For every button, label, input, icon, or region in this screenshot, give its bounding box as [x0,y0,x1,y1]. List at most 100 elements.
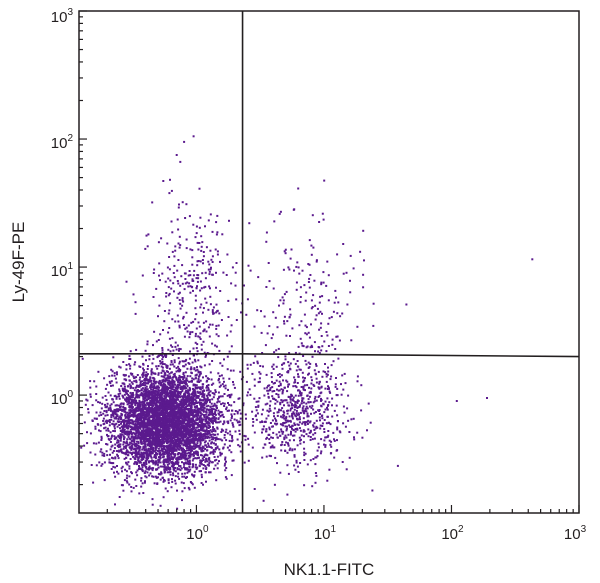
scatter-point [140,485,143,488]
scatter-point [146,399,148,402]
scatter-point [232,425,235,428]
scatter-point [142,492,145,494]
scatter-point [205,466,208,469]
scatter-point [111,410,114,413]
scatter-point [142,434,145,437]
scatter-point [238,397,241,400]
scatter-point [135,417,138,420]
scatter-point [141,448,144,451]
scatter-point [146,343,149,346]
scatter-point [189,350,191,353]
scatter-point [101,454,104,457]
scatter-point [216,426,219,429]
scatter-point [158,433,161,436]
scatter-point [152,388,155,391]
scatter-point [157,424,160,427]
scatter-point [232,381,234,383]
scatter-point [139,405,142,408]
scatter-point [148,450,151,453]
scatter-point [135,416,138,419]
scatter-point [161,412,164,415]
scatter-point [189,402,192,404]
scatter-point [142,367,144,370]
scatter-point [103,410,106,412]
scatter-point [114,466,117,469]
scatter-point [133,451,136,454]
scatter-point [251,410,254,413]
scatter-point [163,429,165,432]
scatter-point [147,447,150,450]
scatter-point [133,427,136,430]
scatter-point [151,503,154,506]
scatter-point [170,371,173,374]
scatter-point [106,402,109,405]
scatter-point [239,450,242,453]
scatter-point [118,404,120,407]
scatter-point [205,389,208,392]
scatter-point [158,382,160,385]
scatter-point [178,406,181,409]
scatter-point [95,399,98,402]
scatter-point [183,410,186,413]
scatter-point [130,406,133,409]
scatter-point [231,459,234,462]
scatter-point [192,383,195,386]
scatter-point [213,402,216,405]
scatter-point [153,442,156,445]
scatter-point [165,433,168,436]
scatter-point [125,461,127,464]
scatter-point [217,372,220,375]
scatter-point [177,420,180,423]
scatter-point [122,429,125,432]
scatter-point [207,421,210,424]
scatter-point [183,439,186,442]
scatter-point [141,407,143,410]
scatter-point [238,409,241,412]
scatter-point [106,433,108,436]
scatter-point [237,444,240,447]
scatter-point [172,411,175,414]
scatter-point [195,467,198,470]
scatter-point [170,360,173,362]
scatter-point [183,404,185,407]
scatter-point [164,413,166,416]
scatter-point [155,411,158,414]
scatter-point [97,401,100,404]
scatter-point [155,365,158,368]
scatter-point [170,395,173,398]
scatter-point [203,441,206,444]
scatter-point [186,385,189,387]
scatter-point [118,424,121,426]
scatter-point [215,479,218,482]
scatter-point [168,423,171,425]
scatter-point [160,447,163,450]
scatter-point [146,393,149,396]
scatter-point [166,390,169,393]
scatter-point [153,461,156,464]
scatter-point [182,434,185,437]
scatter-point [157,413,160,416]
scatter-point [143,403,146,406]
scatter-point [207,388,210,391]
scatter-point [168,399,171,402]
scatter-point [114,412,117,415]
scatter-point [129,430,132,433]
scatter-point [107,391,110,394]
scatter-point [176,429,179,432]
scatter-point [121,451,124,454]
scatter-point [135,440,138,443]
scatter-point [170,458,172,461]
scatter-point [189,468,192,471]
scatter-point [116,439,119,442]
scatter-point [163,423,166,426]
scatter-point [217,421,220,424]
scatter-point [166,424,169,427]
scatter-point [223,464,226,467]
scatter-point [86,399,89,402]
scatter-point [112,450,115,452]
scatter-point [153,380,156,383]
scatter-point [136,402,139,405]
scatter-point [172,468,175,471]
scatter-point [161,476,164,479]
scatter-point [141,452,144,455]
